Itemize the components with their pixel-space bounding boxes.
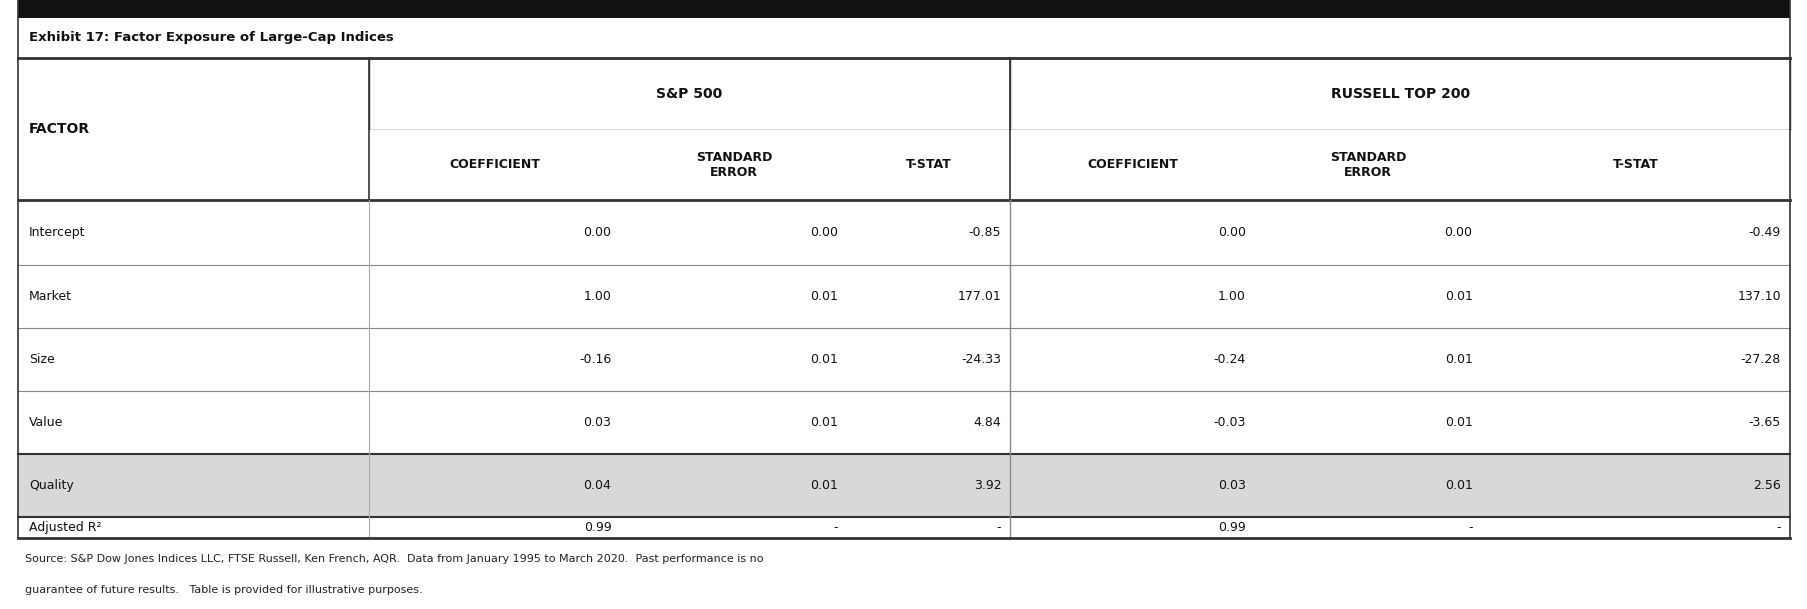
Text: -: -	[1776, 521, 1780, 534]
Bar	[18, 200, 1789, 265]
Text: -: -	[1467, 521, 1471, 534]
Text: -0.03: -0.03	[1212, 416, 1245, 429]
Text: 2.56: 2.56	[1753, 479, 1780, 492]
Text: RUSSELL TOP 200: RUSSELL TOP 200	[1330, 87, 1469, 101]
Text: 0.00: 0.00	[1444, 226, 1471, 239]
Bar	[1010, 58, 1789, 130]
Text: 3.92: 3.92	[974, 479, 1001, 492]
Text: 0.00: 0.00	[1218, 226, 1245, 239]
Text: COEFFICIENT: COEFFICIENT	[448, 158, 540, 172]
Text: 0.03: 0.03	[584, 416, 611, 429]
Text: 137.10: 137.10	[1737, 290, 1780, 303]
Bar	[18, 391, 1789, 454]
Text: -0.85: -0.85	[969, 226, 1001, 239]
Text: 0.01: 0.01	[810, 479, 838, 492]
Text: 0.01: 0.01	[1444, 416, 1471, 429]
Text: COEFFICIENT: COEFFICIENT	[1086, 158, 1178, 172]
Bar	[18, 328, 1789, 391]
Text: STANDARD
ERROR: STANDARD ERROR	[1330, 151, 1406, 179]
Text: -: -	[996, 521, 1001, 534]
Bar	[18, 454, 1789, 517]
Text: 177.01: 177.01	[958, 290, 1001, 303]
Text: 0.00: 0.00	[584, 226, 611, 239]
Bar	[18, 18, 1789, 58]
Text: 0.00: 0.00	[810, 226, 838, 239]
Text: Value: Value	[29, 416, 63, 429]
Text: -24.33: -24.33	[961, 353, 1001, 366]
Text: 0.04: 0.04	[584, 479, 611, 492]
Text: -0.49: -0.49	[1747, 226, 1780, 239]
Text: 0.01: 0.01	[810, 290, 838, 303]
Text: guarantee of future results.   Table is provided for illustrative purposes.: guarantee of future results. Table is pr…	[25, 585, 423, 595]
Bar	[369, 58, 1010, 130]
Text: 0.99: 0.99	[1218, 521, 1245, 534]
Text: -3.65: -3.65	[1747, 416, 1780, 429]
Bar	[18, 265, 1789, 328]
Text: 0.03: 0.03	[1218, 479, 1245, 492]
Text: -: -	[833, 521, 838, 534]
Text: STANDARD
ERROR: STANDARD ERROR	[696, 151, 772, 179]
Text: 4.84: 4.84	[972, 416, 1001, 429]
Text: Source: S&P Dow Jones Indices LLC, FTSE Russell, Ken French, AQR.  Data from Jan: Source: S&P Dow Jones Indices LLC, FTSE …	[25, 554, 763, 565]
Text: FACTOR: FACTOR	[29, 122, 90, 136]
Text: Intercept: Intercept	[29, 226, 85, 239]
Text: S&P 500: S&P 500	[656, 87, 723, 101]
Text: -0.16: -0.16	[578, 353, 611, 366]
Bar	[18, 58, 1789, 130]
Text: 0.01: 0.01	[810, 416, 838, 429]
Text: -0.24: -0.24	[1212, 353, 1245, 366]
Text: Quality: Quality	[29, 479, 74, 492]
Text: 0.99: 0.99	[584, 521, 611, 534]
Text: T-STAT: T-STAT	[1612, 158, 1657, 172]
Text: 1.00: 1.00	[1218, 290, 1245, 303]
Text: -27.28: -27.28	[1740, 353, 1780, 366]
Bar	[18, 0, 1789, 18]
Text: T-STAT: T-STAT	[905, 158, 950, 172]
Text: 0.01: 0.01	[1444, 353, 1471, 366]
Text: 0.01: 0.01	[1444, 479, 1471, 492]
Bar	[18, 517, 1789, 538]
Text: Market: Market	[29, 290, 72, 303]
Bar	[18, 130, 1789, 200]
Text: 0.01: 0.01	[1444, 290, 1471, 303]
Text: Size: Size	[29, 353, 54, 366]
Text: Exhibit 17: Factor Exposure of Large-Cap Indices: Exhibit 17: Factor Exposure of Large-Cap…	[29, 32, 394, 44]
Text: Adjusted R²: Adjusted R²	[29, 521, 101, 534]
Text: 0.01: 0.01	[810, 353, 838, 366]
Text: 1.00: 1.00	[584, 290, 611, 303]
